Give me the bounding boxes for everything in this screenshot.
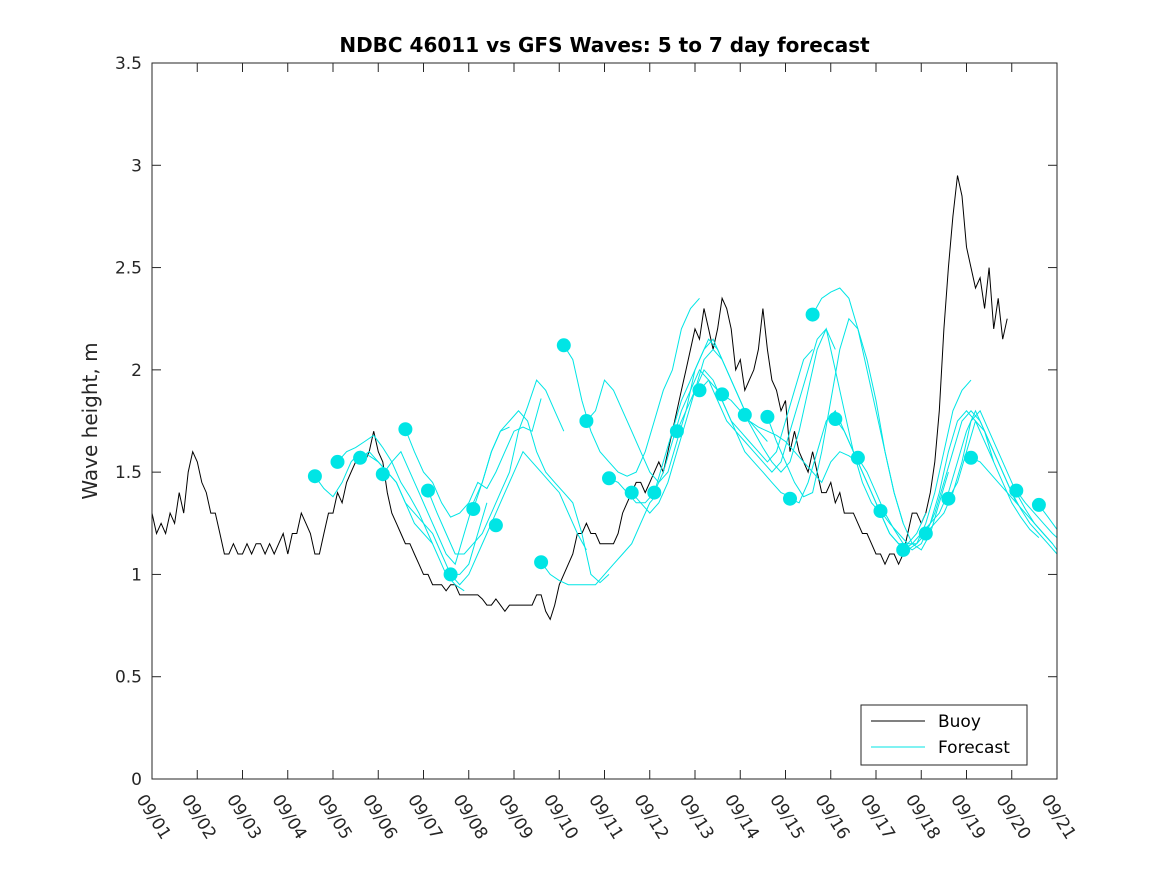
legend: Buoy Forecast bbox=[860, 704, 1028, 766]
forecast-start-marker bbox=[760, 409, 775, 424]
forecast-start-marker bbox=[443, 567, 458, 582]
forecast-start-marker bbox=[579, 414, 594, 428]
forecast-start-marker bbox=[941, 491, 956, 506]
forecast-start-marker bbox=[602, 471, 616, 486]
forecast-series-line-1 bbox=[314, 451, 433, 545]
forecast-start-marker bbox=[783, 491, 797, 506]
forecast-start-marker bbox=[873, 504, 888, 518]
forecast-series-line-21 bbox=[812, 287, 949, 551]
forecast-start-marker bbox=[1031, 497, 1046, 512]
series-layer bbox=[151, 175, 1058, 621]
forecast-start-marker bbox=[692, 383, 707, 398]
forecast-series-line-9 bbox=[540, 492, 660, 586]
forecast-series-line-2 bbox=[337, 434, 465, 592]
forecast-series-line-8 bbox=[472, 410, 610, 584]
plot-area-background bbox=[152, 63, 1057, 779]
forecast-start-marker bbox=[715, 387, 730, 402]
legend-label-forecast: Forecast bbox=[938, 738, 1010, 758]
forecast-start-marker bbox=[624, 485, 639, 500]
forecast-start-marker bbox=[805, 307, 820, 322]
forecast-series-line-28 bbox=[970, 457, 1058, 551]
forecast-start-marker bbox=[896, 542, 911, 557]
forecast-series-line-19 bbox=[766, 317, 904, 524]
forecast-series-line-7 bbox=[450, 450, 587, 586]
forecast-start-marker bbox=[647, 485, 662, 500]
forecast-series-line-16 bbox=[699, 327, 836, 473]
forecast-start-marker bbox=[828, 412, 843, 426]
y-tick-label: 2 bbox=[131, 361, 142, 381]
y-tick-label: 2.5 bbox=[115, 259, 142, 279]
forecast-series-line-3 bbox=[359, 451, 488, 575]
forecast-series-line-26 bbox=[925, 409, 1053, 545]
forecast-start-marker bbox=[353, 450, 368, 465]
forecast-start-marker bbox=[737, 407, 752, 422]
buoy-series-line bbox=[151, 175, 1008, 621]
forecast-start-marker bbox=[1009, 483, 1024, 498]
y-axis-label: Wave height, m bbox=[78, 342, 102, 499]
forecast-start-marker bbox=[918, 526, 933, 541]
forecast-series-line-18 bbox=[744, 327, 881, 514]
legend-label-buoy: Buoy bbox=[938, 712, 981, 732]
y-tick-label: 1.5 bbox=[115, 463, 142, 483]
forecast-start-marker bbox=[488, 518, 503, 533]
y-tick-label: 1 bbox=[131, 565, 142, 585]
forecast-series-line-6 bbox=[427, 379, 565, 555]
y-tick-label: 3 bbox=[131, 156, 142, 176]
forecast-start-marker bbox=[330, 454, 345, 469]
forecast-start-marker bbox=[307, 469, 322, 484]
forecast-start-marker bbox=[534, 555, 549, 570]
forecast-series-line-29 bbox=[1015, 490, 1058, 538]
forecast-start-marker bbox=[421, 483, 435, 498]
legend-box bbox=[860, 704, 1028, 766]
y-tick-label: 0.5 bbox=[115, 668, 142, 688]
y-tick-label: 0 bbox=[131, 770, 142, 790]
forecast-start-marker bbox=[964, 450, 978, 465]
y-tick-label: 3.5 bbox=[115, 54, 142, 74]
forecast-series-line-27 bbox=[947, 419, 1058, 555]
forecast-start-marker bbox=[375, 467, 390, 482]
forecast-series-line-5 bbox=[404, 398, 542, 518]
forecast-start-marker bbox=[398, 422, 413, 437]
chart-title: NDBC 46011 vs GFS Waves: 5 to 7 day fore… bbox=[339, 33, 870, 57]
forecast-start-marker bbox=[850, 450, 865, 465]
forecast-series-line-15 bbox=[676, 349, 813, 463]
forecast-start-marker bbox=[556, 338, 571, 353]
forecast-start-marker bbox=[466, 502, 481, 516]
forecast-start-marker bbox=[669, 424, 684, 439]
